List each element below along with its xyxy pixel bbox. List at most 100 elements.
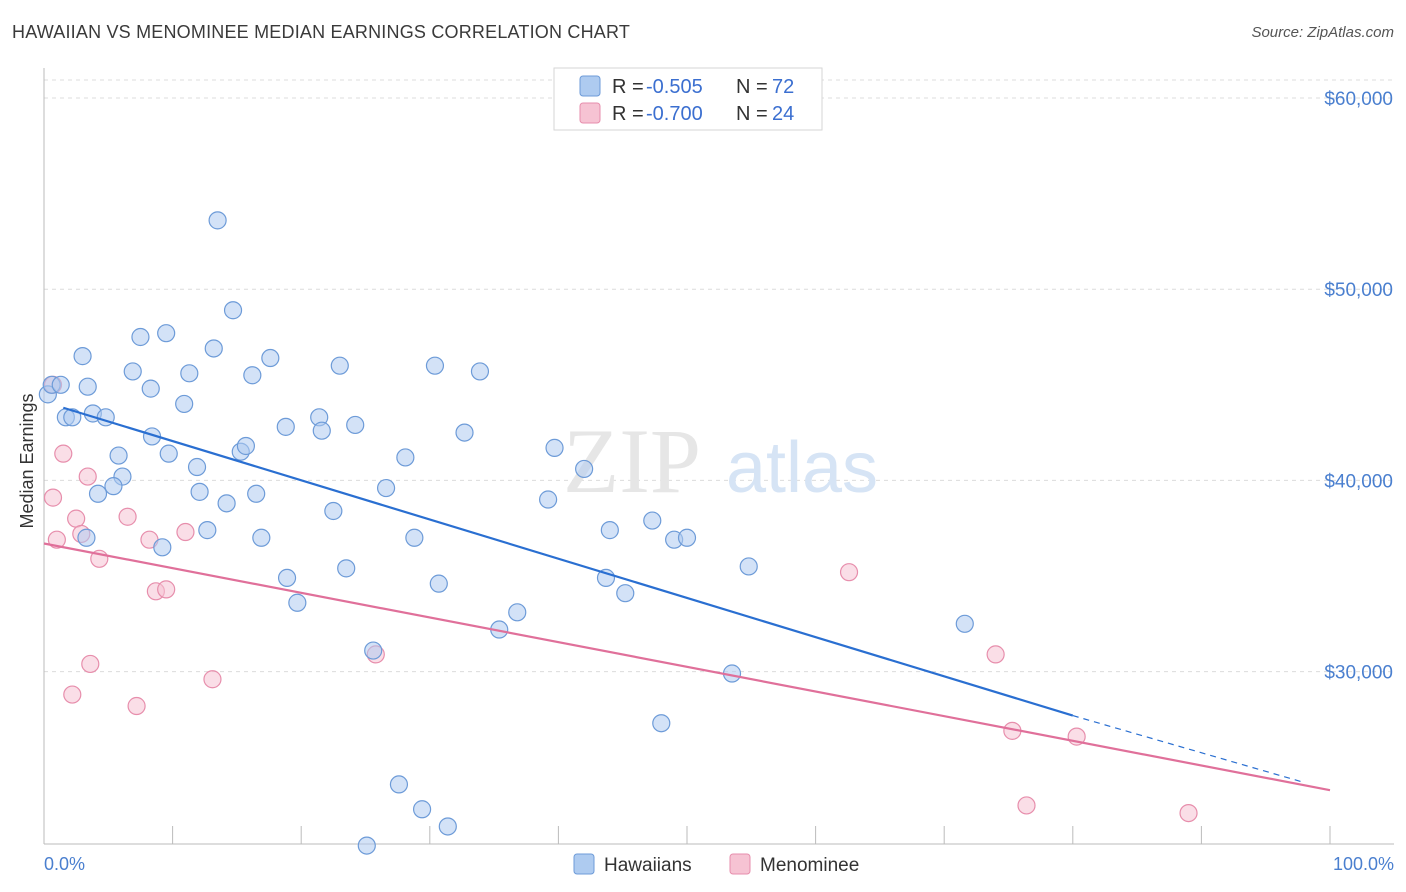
hawaiians-point-59 bbox=[575, 459, 594, 479]
menominee-point-15 bbox=[176, 522, 195, 542]
hawaiians-point-31 bbox=[247, 484, 266, 503]
source-note: Source: ZipAtlas.com bbox=[1251, 24, 1394, 41]
hawaiians-point-62 bbox=[616, 584, 635, 603]
hawaiians-point-33 bbox=[261, 348, 280, 368]
menominee-point-10 bbox=[118, 507, 137, 526]
legend-r-value-2: -0.700 bbox=[646, 103, 703, 125]
hawaiians-point-38 bbox=[312, 421, 331, 440]
menominee-point-19 bbox=[986, 645, 1005, 664]
menominee-point-8 bbox=[81, 654, 100, 674]
series-legend: Hawaiians Menominee bbox=[573, 853, 859, 876]
hawaiians-point-52 bbox=[438, 817, 457, 836]
legend-item-hawaiians: Hawaiians bbox=[604, 855, 692, 876]
menominee-point-2 bbox=[47, 530, 66, 549]
hawaiians-point-50 bbox=[425, 356, 445, 375]
hawaiians-point-54 bbox=[470, 362, 490, 381]
menominee-point-18 bbox=[839, 563, 859, 582]
hawaiians-point-27 bbox=[223, 301, 243, 320]
hawaiians-point-11 bbox=[88, 484, 108, 503]
hawaiians-point-15 bbox=[141, 379, 160, 398]
legend-n-value-1: 72 bbox=[772, 76, 794, 98]
hawaiians-point-30 bbox=[243, 366, 262, 385]
hawaiians-point-44 bbox=[364, 641, 383, 660]
hawaiians-point-9 bbox=[109, 446, 128, 465]
menominee-point-1 bbox=[43, 488, 63, 507]
hawaiians-point-69 bbox=[955, 614, 974, 633]
legend-r-value-1: -0.505 bbox=[646, 76, 703, 98]
hawaiians-point-53 bbox=[455, 423, 474, 442]
legend-r-label-1: R = bbox=[612, 76, 644, 98]
menominee-point-7 bbox=[78, 467, 97, 486]
hawaiians-point-12 bbox=[104, 477, 123, 496]
hawaiians-point-39 bbox=[324, 501, 343, 521]
menominee-point-5 bbox=[67, 509, 86, 528]
menominee-point-23 bbox=[1179, 803, 1198, 823]
hawaiians-point-22 bbox=[190, 482, 209, 501]
hawaiians-point-48 bbox=[405, 528, 424, 547]
hawaiians-point-32 bbox=[252, 528, 271, 547]
hawaiians-point-47 bbox=[396, 448, 415, 467]
x-tick-label-max: 100.0% bbox=[1333, 854, 1394, 874]
y-tick-label-1: $40,000 bbox=[1324, 471, 1393, 492]
hawaiians-point-45 bbox=[376, 478, 396, 498]
hawaiians-point-4 bbox=[63, 408, 82, 427]
hawaiians-point-51 bbox=[429, 574, 448, 593]
legend-swatch-menominee bbox=[579, 102, 601, 124]
hawaiians-point-46 bbox=[389, 775, 409, 794]
hawaiians-point-18 bbox=[159, 444, 178, 463]
hawaiians-point-57 bbox=[539, 490, 558, 509]
y-tick-labels: $30,000 $40,000 $50,000 $60,000 bbox=[1324, 89, 1393, 684]
chart-title: HAWAIIAN VS MENOMINEE MEDIAN EARNINGS CO… bbox=[12, 22, 631, 42]
legend-n-label-1: N = bbox=[736, 76, 768, 98]
hawaiians-point-25 bbox=[208, 211, 227, 230]
hawaiians-point-64 bbox=[652, 714, 671, 733]
hawaiians-point-26 bbox=[217, 494, 236, 513]
hawaiians-point-17 bbox=[157, 324, 176, 343]
legend-item-menominee: Menominee bbox=[760, 855, 859, 876]
stats-legend: R = -0.505 N = 72 R = -0.700 N = 24 bbox=[553, 67, 823, 131]
legend-r-label-2: R = bbox=[612, 103, 644, 125]
hawaiians-point-20 bbox=[180, 364, 199, 383]
legend-item-menominee-swatch bbox=[729, 853, 751, 875]
y-tick-label-0: $30,000 bbox=[1324, 663, 1393, 684]
menominee-point-3 bbox=[54, 444, 73, 463]
hawaiians-point-29 bbox=[236, 436, 256, 456]
hawaiians-point-49 bbox=[412, 800, 432, 819]
hawaiians-point-63 bbox=[643, 511, 662, 530]
menominee-point-4 bbox=[63, 685, 82, 704]
hawaiians-point-40 bbox=[330, 356, 349, 375]
hawaiians-point-43 bbox=[357, 836, 376, 855]
axes bbox=[43, 68, 1394, 845]
trend-lines bbox=[43, 406, 1331, 792]
hawaiians-point-5 bbox=[73, 347, 92, 366]
hawaiians-point-58 bbox=[545, 438, 564, 457]
x-tick-label-min: 0.0% bbox=[44, 854, 85, 874]
hawaiians-point-41 bbox=[337, 559, 356, 578]
hawaiians-point-68 bbox=[739, 557, 758, 576]
hawaiians-trend-extension bbox=[1072, 714, 1305, 784]
hawaiians-trend-line bbox=[62, 406, 1074, 717]
hawaiians-point-13 bbox=[123, 362, 142, 381]
hawaiians-point-19 bbox=[175, 394, 194, 414]
hawaiians-point-70 bbox=[77, 528, 96, 547]
hawaiians-point-14 bbox=[131, 327, 150, 347]
hawaiians-point-71 bbox=[153, 538, 172, 557]
legend-swatch-hawaiians bbox=[579, 75, 601, 97]
menominee-point-14 bbox=[157, 580, 176, 599]
hawaiians-point-2 bbox=[51, 375, 70, 394]
hawaiians-point-24 bbox=[204, 339, 223, 358]
legend-n-value-2: 24 bbox=[772, 103, 794, 125]
hawaiians-point-56 bbox=[508, 603, 527, 622]
hawaiians-point-66 bbox=[677, 528, 697, 547]
hawaiians-point-21 bbox=[187, 457, 207, 477]
y-axis-label: Median Earnings bbox=[17, 393, 37, 528]
menominee-point-21 bbox=[1017, 796, 1036, 815]
hawaiians-point-36 bbox=[288, 593, 307, 612]
y-tick-label-2: $50,000 bbox=[1324, 280, 1393, 301]
hawaiians-point-23 bbox=[198, 521, 217, 540]
hawaiians-point-42 bbox=[346, 415, 365, 435]
legend-n-label-2: N = bbox=[736, 103, 768, 125]
hawaiians-point-34 bbox=[276, 417, 295, 436]
menominee-point-11 bbox=[127, 696, 146, 716]
